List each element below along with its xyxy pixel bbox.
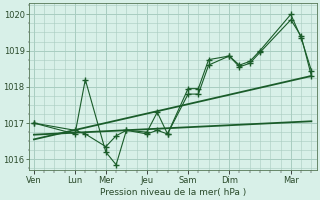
X-axis label: Pression niveau de la mer( hPa ): Pression niveau de la mer( hPa ) xyxy=(100,188,246,197)
